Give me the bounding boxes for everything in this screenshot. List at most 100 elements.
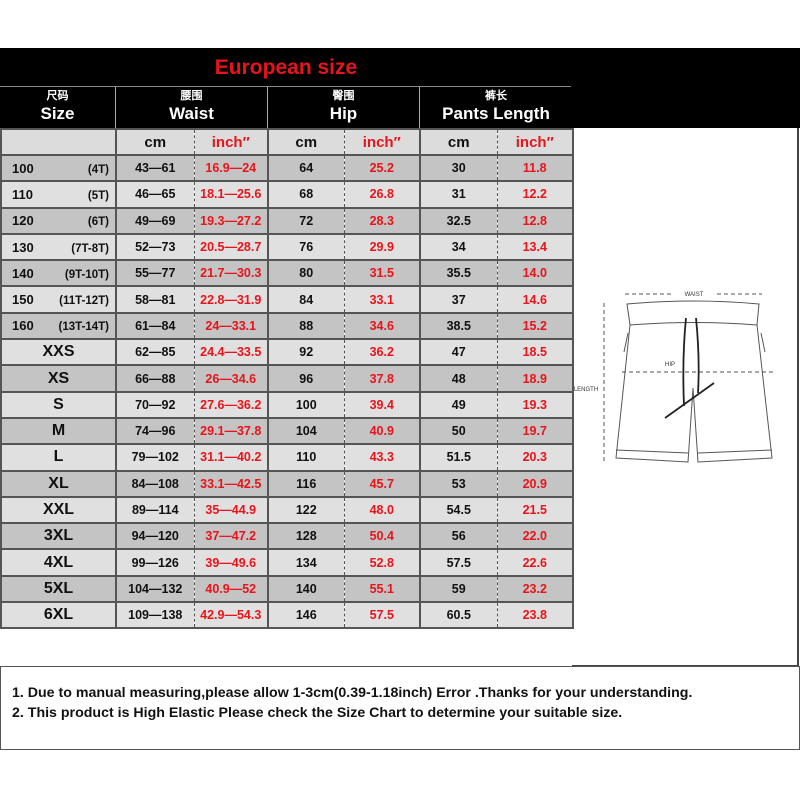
hip-cm-cell: 140 [267, 574, 345, 604]
len-in-cell: 14.0 [496, 259, 574, 288]
length-label: LENGTH [574, 387, 598, 393]
hip-cm-cell: 80 [267, 259, 345, 288]
note-1: 1. Due to manual measuring,please allow … [12, 685, 693, 701]
len-cm-cell: 53 [419, 469, 498, 498]
header-hip: 臀围 Hip [267, 87, 419, 128]
table-row: XS 66—88 26—34.6 96 37.8 48 18.9 [0, 364, 574, 393]
hip-cm-cell: 104 [267, 416, 345, 446]
hip-in-cell: 48.0 [343, 495, 421, 525]
waist-in-cell: 18.1—25.6 [193, 180, 269, 209]
len-in-cell: 14.6 [496, 285, 574, 314]
size-cell: 100 (4T) [0, 153, 117, 183]
waist-cm-cell: 46—65 [115, 180, 195, 209]
unit-cell: cm [267, 128, 345, 156]
waist-in-cell: 31.1—40.2 [193, 443, 269, 472]
waist-cm-cell: 62—85 [115, 338, 195, 367]
size-cell: XS [0, 364, 117, 393]
header-waist-en: Waist [169, 104, 214, 123]
hip-in-cell: 33.1 [343, 285, 421, 314]
hip-in-cell: 43.3 [343, 443, 421, 472]
header-band [0, 48, 800, 128]
shorts-diagram: WAIST HIP LENGTH [574, 292, 774, 463]
table-row: 3XL 94—120 37—47.2 128 50.4 56 22.0 [0, 522, 574, 551]
waist-cm-cell: 89—114 [115, 495, 195, 525]
size-cell: 140 (9T-10T) [0, 259, 117, 288]
hip-cm-cell: 146 [267, 601, 345, 630]
hip-cm-cell: 128 [267, 522, 345, 551]
waist-in-cell: 22.8—31.9 [193, 285, 269, 314]
note-2: 2. This product is High Elastic Please c… [12, 705, 623, 721]
len-in-cell: 19.3 [496, 390, 574, 419]
size-cell: XXL [0, 495, 117, 525]
hip-in-cell: 29.9 [343, 232, 421, 262]
table-row: 4XL 99—126 39—49.6 134 52.8 57.5 22.6 [0, 548, 574, 577]
hip-cm-cell: 76 [267, 232, 345, 262]
table-row: 140 (9T-10T) 55—77 21.7—30.3 80 31.5 35.5 14.0 [0, 259, 574, 288]
hip-in-cell: 37.8 [343, 364, 421, 393]
size-cell: L [0, 443, 117, 472]
len-in-cell: 19.7 [496, 416, 574, 446]
waist-in-cell: 42.9—54.3 [193, 601, 269, 630]
table-row: 6XL 109—138 42.9—54.3 146 57.5 60.5 23.8 [0, 601, 574, 630]
age-value: (9T-10T) [64, 268, 109, 281]
size-cell: XL [0, 469, 117, 498]
hip-cm-cell: 96 [267, 364, 345, 393]
hip-label: HIP [665, 362, 675, 368]
waist-in-cell: 26—34.6 [193, 364, 269, 393]
len-in-cell: 12.2 [496, 180, 574, 209]
hip-in-cell: 26.8 [343, 180, 421, 209]
waist-in-cell: 16.9—24 [193, 153, 269, 183]
size-cell: S [0, 390, 117, 419]
waist-cm-cell: 104—132 [115, 574, 195, 604]
waist-cm-cell: 84—108 [115, 469, 195, 498]
waist-in-cell: 39—49.6 [193, 548, 269, 577]
waist-cm-cell: 49—69 [115, 206, 195, 235]
len-in-cell: 21.5 [496, 495, 574, 525]
hip-cm-cell: 100 [267, 390, 345, 419]
len-cm-cell: 38.5 [419, 311, 498, 341]
table-row: L 79—102 31.1—40.2 110 43.3 51.5 20.3 [0, 443, 574, 472]
waist-cm-cell: 61—84 [115, 311, 195, 341]
size-cell: 160 (13T-14T) [0, 311, 117, 341]
hip-cm-cell: 122 [267, 495, 345, 525]
size-cell: 4XL [0, 548, 117, 577]
age-value: (6T) [87, 216, 109, 229]
age-value: (7T-8T) [71, 242, 109, 255]
unit-cell: cm [115, 128, 195, 156]
waist-cm-cell: 79—102 [115, 443, 195, 472]
unit-row: cm inch″ cm inch″ cm inch″ [0, 128, 574, 156]
len-cm-cell: 32.5 [419, 206, 498, 235]
len-cm-cell: 49 [419, 390, 498, 419]
size-cell: 5XL [0, 574, 117, 604]
hip-in-cell: 34.6 [343, 311, 421, 341]
table-row: 150 (11T-12T) 58—81 22.8—31.9 84 33.1 37 14.6 [0, 285, 574, 314]
table-row: 110 (5T) 46—65 18.1—25.6 68 26.8 31 12.2 [0, 180, 574, 209]
header-size-cn: 尺码 [46, 90, 69, 102]
len-cm-cell: 30 [419, 153, 498, 183]
size-cell: 6XL [0, 601, 117, 630]
len-cm-cell: 50 [419, 416, 498, 446]
size-cell: 150 (11T-12T) [0, 285, 117, 314]
hip-in-cell: 55.1 [343, 574, 421, 604]
size-cell: 120 (6T) [0, 206, 117, 235]
waist-cm-cell: 66—88 [115, 364, 195, 393]
size-value: 130 [12, 239, 34, 255]
len-cm-cell: 57.5 [419, 548, 498, 577]
hip-cm-cell: 116 [267, 469, 345, 498]
unit-cell: cm [419, 128, 498, 156]
hip-in-cell: 57.5 [343, 601, 421, 630]
age-value: (5T) [87, 189, 109, 202]
hip-in-cell: 50.4 [343, 522, 421, 551]
waist-cm-cell: 74—96 [115, 416, 195, 446]
size-value: 120 [12, 213, 34, 229]
len-cm-cell: 60.5 [419, 601, 498, 630]
table-row: 120 (6T) 49—69 19.3—27.2 72 28.3 32.5 12.8 [0, 206, 574, 235]
len-cm-cell: 37 [419, 285, 498, 314]
header-length-en: Pants Length [442, 104, 550, 123]
table-row: M 74—96 29.1—37.8 104 40.9 50 19.7 [0, 416, 574, 446]
notes-box: 1. Due to manual measuring,please allow … [0, 666, 800, 750]
waist-in-cell: 27.6—36.2 [193, 390, 269, 419]
len-cm-cell: 34 [419, 232, 498, 262]
hip-cm-cell: 88 [267, 311, 345, 341]
header-waist: 腰围 Waist [115, 87, 267, 128]
